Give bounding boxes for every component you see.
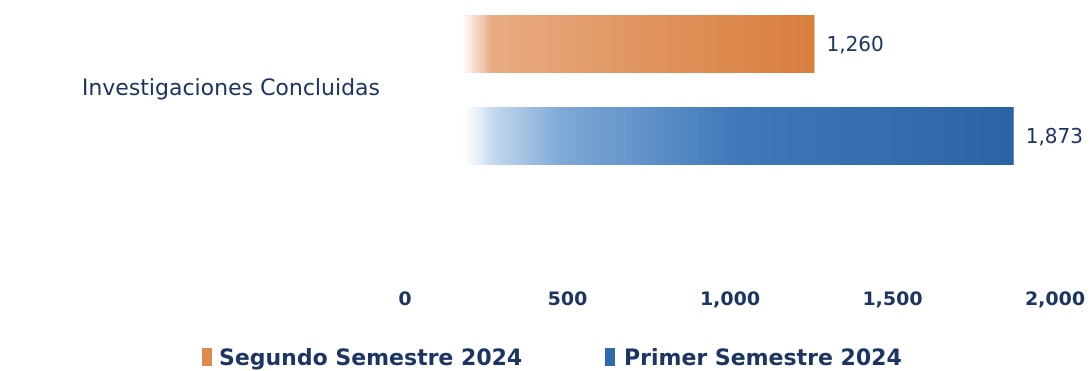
legend-swatch-segundo-semestre [202, 348, 212, 366]
legend-label-segundo-semestre: Segundo Semestre 2024 [219, 346, 522, 371]
x-tick-label: 2,000 [1025, 288, 1085, 310]
x-axis-ticks: 0 500 1,000 1,500 2,000 [398, 288, 1085, 310]
x-tick-label: 1,500 [862, 288, 922, 310]
bar-segundo-semestre [462, 15, 815, 73]
x-tick-label: 500 [548, 288, 588, 310]
x-tick-label: 0 [398, 288, 411, 310]
data-label-primer-semestre: 1,873 [1026, 124, 1083, 148]
bars-group [462, 15, 1014, 165]
legend: Segundo Semestre 2024 Primer Semestre 20… [202, 346, 902, 371]
category-axis-labels: Investigaciones Concluidas [82, 76, 380, 101]
data-label-segundo-semestre: 1,260 [827, 32, 884, 56]
legend-label-primer-semestre: Primer Semestre 2024 [624, 346, 902, 371]
x-tick-label: 1,000 [700, 288, 760, 310]
value-labels-group: 1,260 1,873 [827, 32, 1083, 148]
bar-fade-overlay [462, 15, 492, 73]
bar-primer-semestre [462, 107, 1014, 165]
category-label: Investigaciones Concluidas [82, 76, 380, 101]
legend-swatch-primer-semestre [605, 348, 615, 366]
bar-fade-overlay [462, 107, 492, 165]
